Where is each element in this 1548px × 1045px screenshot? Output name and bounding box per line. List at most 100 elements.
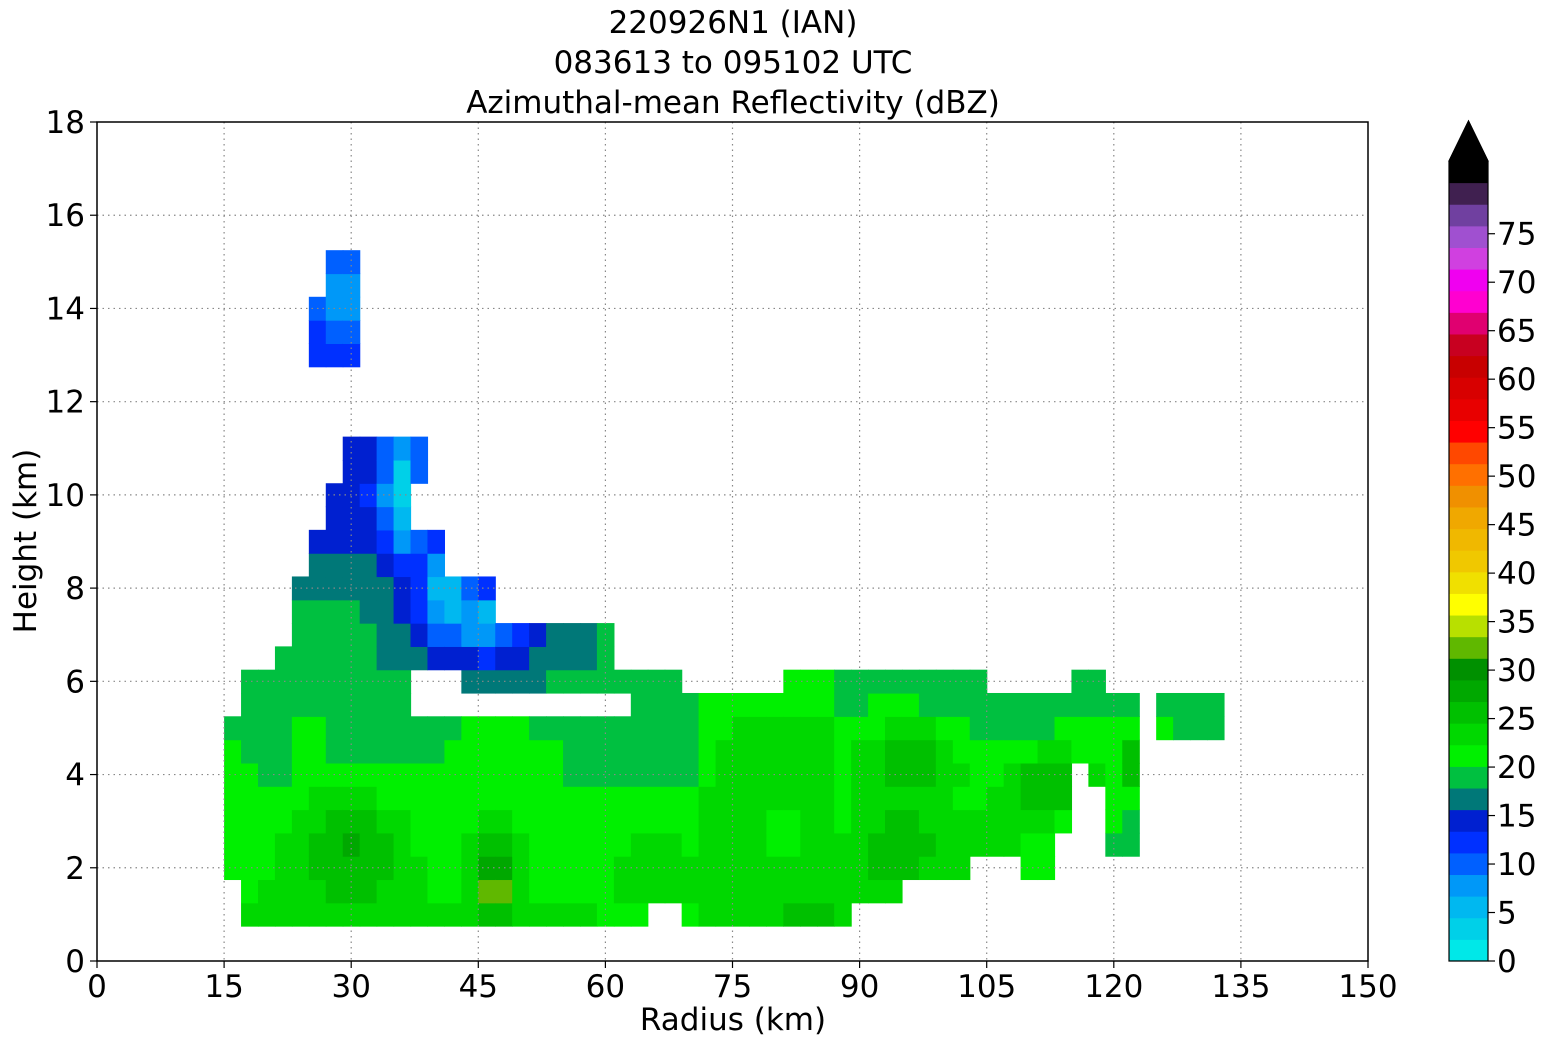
field-cell: [241, 669, 259, 694]
colorbar-frame: [1448, 119, 1489, 962]
field-cell: [1071, 716, 1089, 741]
field-cell: [241, 692, 259, 717]
field-cell: [851, 669, 869, 694]
field-cell: [579, 809, 598, 834]
field-cell: [817, 856, 835, 881]
field-cell: [1122, 716, 1140, 741]
field-cell: [478, 669, 496, 694]
colorbar-segment: [1449, 831, 1488, 854]
field-cell: [427, 856, 446, 881]
field-cell: [478, 599, 496, 624]
field-cell: [613, 669, 632, 694]
field-cell: [393, 832, 412, 857]
field-cell: [410, 902, 429, 927]
field-cell: [613, 716, 632, 741]
field-cell: [529, 623, 547, 647]
field-cell: [376, 459, 395, 484]
x-tick-label: 45: [459, 969, 498, 1005]
field-cell: [563, 669, 581, 694]
field-cell: [393, 553, 412, 578]
field-cell: [241, 809, 259, 834]
field-cell: [376, 436, 395, 461]
field-cell: [461, 902, 479, 927]
colorbar-segment: [1449, 917, 1488, 940]
field-cell: [698, 832, 717, 857]
field-cell: [800, 902, 818, 927]
colorbar-tick-label: 75: [1497, 217, 1536, 253]
field-cell: [478, 809, 496, 834]
colorbar-tick-label: 5: [1497, 896, 1517, 932]
field-cell: [766, 762, 784, 787]
field-cell: [359, 529, 378, 554]
field-cell: [630, 832, 649, 857]
colorbar-segment: [1449, 312, 1488, 335]
field-cell: [901, 739, 920, 764]
field-cell: [427, 576, 446, 601]
field-cell: [274, 692, 293, 717]
field-cell: [783, 856, 801, 881]
field-cell: [901, 669, 920, 694]
field-cell: [495, 786, 513, 811]
field-cell: [851, 786, 869, 811]
field-cell: [393, 739, 412, 764]
field-cell: [681, 716, 700, 741]
field-cell: [393, 879, 412, 904]
field-cell: [241, 856, 259, 881]
field-cell: [563, 832, 581, 857]
field-cell: [241, 762, 259, 787]
field-cell: [529, 832, 547, 857]
field-cell: [495, 902, 513, 927]
field-cell: [986, 692, 1005, 717]
field-cell: [257, 716, 276, 741]
field-cell: [783, 739, 801, 764]
field-cell: [613, 832, 632, 857]
field-cell: [715, 809, 734, 834]
field-cell: [325, 716, 344, 741]
colorbar-segment: [1449, 896, 1488, 919]
field-cell: [257, 739, 276, 764]
field-cell: [596, 623, 615, 647]
field-cell: [478, 902, 496, 927]
field-cell: [495, 646, 513, 671]
colorbar-segment: [1449, 528, 1488, 551]
field-cell: [834, 716, 852, 741]
field-cell: [393, 576, 412, 601]
field-cell: [1207, 692, 1225, 717]
field-cell: [376, 716, 395, 741]
field-cell: [461, 809, 479, 834]
field-cell: [596, 646, 615, 671]
field-cell: [1020, 739, 1039, 764]
field-cell: [308, 832, 327, 857]
field-cell: [1020, 856, 1039, 881]
field-cell: [1054, 786, 1073, 811]
field-cell: [579, 762, 598, 787]
field-cell: [325, 320, 344, 345]
field-cell: [579, 786, 598, 811]
field-cell: [817, 762, 835, 787]
field-cell: [529, 786, 547, 811]
field-cell: [783, 832, 801, 857]
field-cell: [274, 669, 293, 694]
field-cell: [868, 856, 886, 881]
colorbar-segment: [1449, 615, 1488, 638]
field-cell: [325, 809, 344, 834]
field-cell: [376, 646, 395, 671]
colorbar-segment: [1449, 679, 1488, 703]
title-line-1: 220926N1 (IAN): [609, 5, 858, 41]
field-cell: [342, 343, 361, 368]
field-cell: [868, 879, 886, 904]
field-cell: [579, 646, 598, 671]
field-cell: [1020, 692, 1039, 717]
field-cell: [546, 786, 564, 811]
field-cell: [359, 483, 378, 508]
colorbar-segment: [1449, 161, 1488, 184]
field-cell: [664, 739, 683, 764]
field-cell: [359, 553, 378, 578]
field-cell: [901, 832, 920, 857]
field-cell: [224, 716, 242, 741]
field-cell: [698, 762, 717, 787]
field-cell: [529, 716, 547, 741]
field-cell: [257, 786, 276, 811]
field-cell: [325, 879, 344, 904]
field-cell: [359, 576, 378, 601]
